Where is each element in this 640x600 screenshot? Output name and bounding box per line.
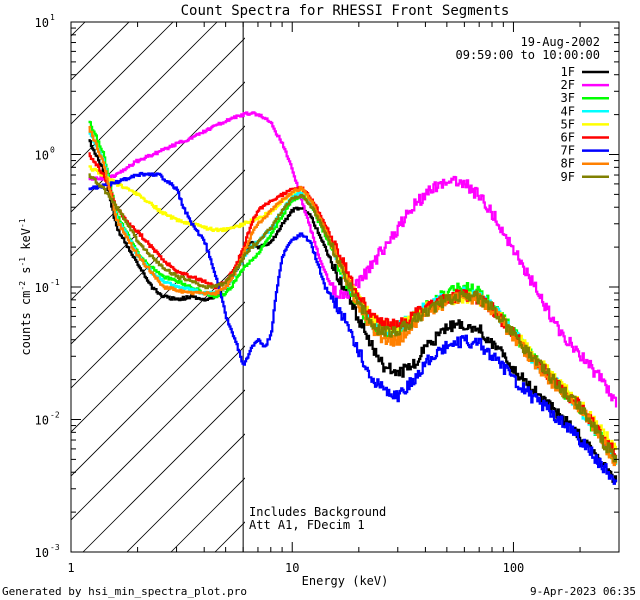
ylabel-part-1: counts cm [19, 291, 33, 356]
legend-label-6f: 6F [561, 131, 575, 145]
legend-label-1f: 1F [561, 65, 575, 79]
x-axis-ticks [70, 22, 620, 552]
y-tick-label: 10 [35, 149, 49, 163]
legend-label-3f: 3F [561, 91, 575, 105]
date-label: 19-Aug-2002 [521, 35, 600, 49]
hatch-line [0, 0, 71, 552]
hatch-line [71, 125, 245, 301]
y-tick-exponent: -1 [50, 278, 60, 287]
y-axis-ticks [71, 27, 619, 553]
series-line-9f [88, 173, 618, 463]
chart-title: Count Spectra for RHESSI Front Segments [181, 3, 510, 19]
footer-timestamp: 9-Apr-2023 06:35 [530, 585, 636, 598]
hatch-line [71, 213, 245, 389]
x-tick-label: 100 [503, 561, 525, 575]
x-tick-label: 10 [285, 561, 299, 575]
legend-label-2f: 2F [561, 78, 575, 92]
time-range-label: 09:59:00 to 10:00:00 [456, 48, 601, 62]
ylabel-part-2: s [19, 267, 33, 281]
y-axis-label: counts cm-2 s-1 keV-1 [18, 218, 33, 355]
ylabel-sup-1: -2 [18, 281, 27, 291]
y-tick-label: 10 [35, 546, 49, 560]
ylabel-sup-3: -1 [18, 218, 27, 228]
series-line-1f [88, 139, 618, 483]
attenuator-note: Att A1, FDecim 1 [249, 518, 365, 532]
footer-generated-by: Generated by hsi_min_spectra_plot.pro [2, 585, 247, 598]
hatch-line [82, 389, 245, 552]
hatch-line [259, 0, 640, 552]
y-tick-label: 10 [35, 16, 49, 30]
hatch-line [71, 22, 218, 169]
x-tick-labels: 1 10 100 [67, 561, 524, 575]
background-note: Includes Background [249, 505, 386, 519]
ylabel-part-3: keV [19, 228, 33, 257]
legend-label-7f: 7F [561, 144, 575, 158]
y-tick-label: 10 [35, 281, 49, 295]
hatch-line [71, 301, 245, 477]
series-lines [88, 111, 618, 485]
y-tick-label: 10 [35, 414, 49, 428]
y-tick-exponent: -3 [50, 543, 60, 552]
ylabel-sup-2: -1 [18, 257, 27, 267]
y-tick-exponent: 0 [50, 146, 55, 155]
legend-label-5f: 5F [561, 117, 575, 131]
hatch-line [71, 22, 174, 125]
hatch-line [71, 345, 245, 521]
hatch-line [71, 81, 245, 257]
legend-label-9f: 9F [561, 170, 575, 184]
hatch-line [126, 433, 245, 552]
series-line-7f [88, 171, 618, 485]
hatch-line [303, 0, 640, 552]
hatch-line [71, 257, 245, 433]
hatch-region [0, 0, 640, 552]
legend-label-8f: 8F [561, 157, 575, 171]
x-tick-label: 1 [67, 561, 74, 575]
hatch-line [71, 37, 245, 213]
legend-label-4f: 4F [561, 104, 575, 118]
hatch-line [71, 22, 86, 37]
x-axis-label: Energy (keV) [302, 574, 389, 588]
y-tick-exponent: 1 [50, 13, 55, 22]
y-tick-exponent: -2 [50, 411, 60, 420]
